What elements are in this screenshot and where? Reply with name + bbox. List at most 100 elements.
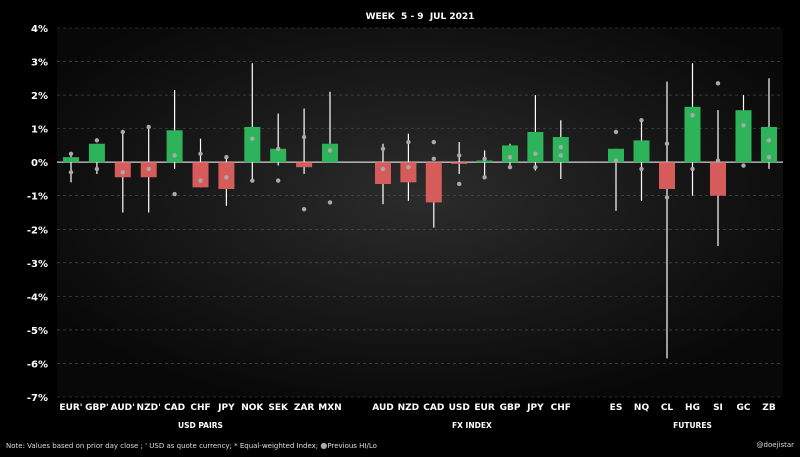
x-tick-label: EUR' xyxy=(59,403,82,413)
prev-low-marker xyxy=(327,200,333,205)
prev-high-marker xyxy=(741,123,746,128)
y-tick-label: 0% xyxy=(31,158,48,169)
prev-high-marker xyxy=(613,129,619,135)
prev-high-marker xyxy=(327,148,333,153)
prev-low-marker xyxy=(457,181,462,187)
x-tick-label: CL xyxy=(661,403,674,413)
x-tick-label: HG xyxy=(685,403,700,413)
chart-marks xyxy=(63,63,777,359)
x-tick-label: CAD xyxy=(164,403,185,413)
bar-zb xyxy=(761,126,777,163)
bar-eur xyxy=(63,157,79,163)
prev-low-marker xyxy=(741,163,746,168)
prev-high-marker xyxy=(94,138,100,143)
prev-high-marker xyxy=(250,136,255,141)
prev-low-marker xyxy=(380,166,386,172)
group-label: FX INDEX xyxy=(452,421,492,430)
bar-chf xyxy=(552,137,569,163)
prev-low-marker xyxy=(613,158,619,163)
y-tick-label: 3% xyxy=(31,58,48,69)
bar-eur xyxy=(476,160,493,163)
bar-gbp xyxy=(88,143,105,163)
bar-aud xyxy=(114,162,131,178)
x-tick-label: SEK xyxy=(268,403,289,413)
x-tick-label: JPY xyxy=(526,403,544,413)
prev-high-marker xyxy=(276,146,281,151)
prev-low-marker xyxy=(68,170,74,175)
prev-high-marker xyxy=(68,151,74,156)
prev-high-marker xyxy=(639,118,644,123)
x-tick-label: JPY xyxy=(217,403,235,413)
prev-high-marker xyxy=(406,139,411,145)
prev-low-marker xyxy=(198,178,203,183)
footer-note-text: Note: Values based on prior day close ; … xyxy=(6,442,319,450)
chart-title: WEEK 5 - 9 JUL 2021 xyxy=(366,12,475,22)
bar-nok xyxy=(244,126,261,163)
plot-background xyxy=(57,28,783,397)
bar-nzd xyxy=(400,162,417,183)
bar-nq xyxy=(633,140,650,163)
prev-high-marker xyxy=(380,146,386,151)
x-tick-label: EUR xyxy=(474,403,494,413)
group-label: FUTURES xyxy=(673,421,712,430)
x-tick-label: SI xyxy=(713,403,723,413)
prev-high-marker xyxy=(224,154,229,160)
prev-marker-label: Previous HI/Lo xyxy=(327,442,377,450)
prev-high-marker xyxy=(146,124,151,130)
bar-cad xyxy=(425,162,442,203)
prev-high-marker xyxy=(715,81,721,86)
bar-es xyxy=(608,148,624,163)
x-tick-label: CAD xyxy=(423,403,444,413)
y-tick-label: 2% xyxy=(31,91,48,102)
group-label: USD PAIRS xyxy=(178,421,223,430)
bar-gbp xyxy=(502,145,518,163)
prev-low-marker xyxy=(766,154,772,160)
x-tick-label: USD xyxy=(449,403,470,413)
bar-gc xyxy=(735,110,752,163)
x-tick-label: GC xyxy=(737,403,751,413)
x-tick-label: ZB xyxy=(762,403,776,413)
bar-usd xyxy=(451,162,468,164)
y-tick-label: -3% xyxy=(27,259,48,270)
x-tick-label: ES xyxy=(610,403,623,413)
bar-mxn xyxy=(322,143,338,163)
y-axis-ticks: 4% 3% 2% 1% 0% -1% -2% -3% -4% -5% -6% -7% xyxy=(27,24,48,404)
prev-low-marker xyxy=(406,165,411,170)
prev-low-marker xyxy=(146,166,151,172)
x-tick-label: GBP xyxy=(500,403,521,413)
prev-high-marker xyxy=(120,129,126,135)
bar-hg xyxy=(684,106,701,163)
prev-low-marker xyxy=(276,178,281,183)
prev-low-marker xyxy=(558,153,563,158)
x-tick-label: CHF xyxy=(190,403,210,413)
prev-low-marker xyxy=(507,165,513,170)
prev-high-marker xyxy=(198,151,203,156)
x-tick-label: NOK xyxy=(241,403,264,413)
y-tick-label: -4% xyxy=(27,292,48,303)
prev-low-marker xyxy=(224,175,229,180)
y-tick-label: -7% xyxy=(27,393,48,404)
y-tick-label: -6% xyxy=(27,359,48,370)
prev-low-marker xyxy=(301,206,307,212)
prev-low-marker xyxy=(431,156,436,162)
x-tick-label: ZAR xyxy=(294,403,314,413)
prev-high-marker xyxy=(558,144,563,150)
y-tick-label: -1% xyxy=(27,192,48,203)
x-tick-label: NQ xyxy=(634,403,650,413)
x-tick-label: GBP' xyxy=(85,403,109,413)
prev-low-marker xyxy=(120,170,126,175)
prev-high-marker xyxy=(431,139,436,145)
prev-low-marker xyxy=(664,195,670,200)
bar-si xyxy=(710,162,726,196)
prev-low-marker xyxy=(690,166,695,172)
x-tick-label: MXN xyxy=(318,403,341,413)
prev-high-marker xyxy=(457,153,462,158)
prev-marker-dot-icon: ● xyxy=(320,441,328,450)
y-tick-label: -5% xyxy=(27,326,48,337)
footer-handle: @doejistar xyxy=(756,441,794,449)
x-tick-label: NZD' xyxy=(137,403,161,413)
bar-cad xyxy=(166,130,183,163)
x-axis-labels: EUR' GBP' AUD' NZD' CAD CHF JPY NOK SEK ZAR MXN AUD… xyxy=(59,403,775,413)
prev-high-marker xyxy=(766,138,772,143)
